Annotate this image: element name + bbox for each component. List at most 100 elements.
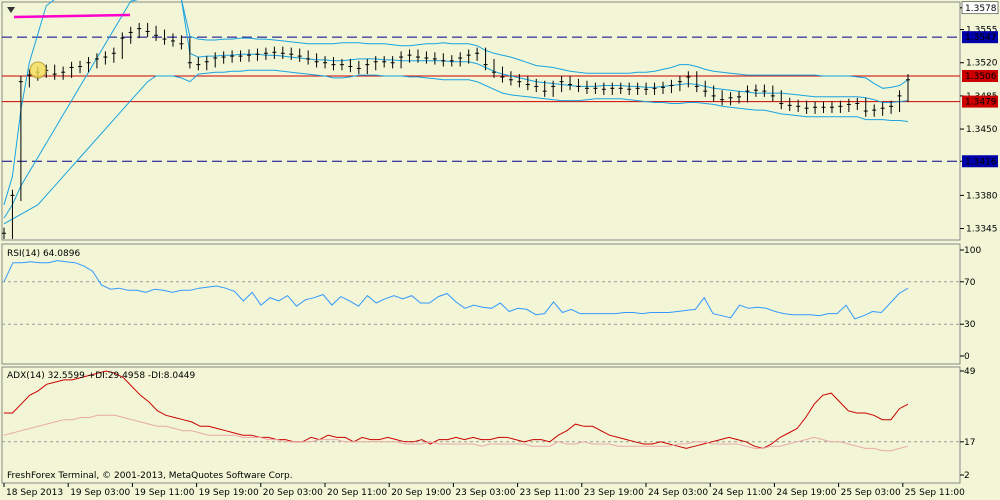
candle bbox=[863, 97, 868, 117]
bollinger-upper-line bbox=[3, 0, 909, 205]
candle bbox=[517, 74, 522, 88]
candle bbox=[711, 85, 716, 102]
candle bbox=[880, 102, 885, 116]
candle bbox=[737, 91, 742, 104]
time-tick-label: 24 Sep 19:00 bbox=[776, 488, 836, 498]
candle bbox=[551, 80, 556, 97]
time-tick-label: 25 Sep 03:00 bbox=[841, 488, 901, 498]
price-tag-2: 1.3506 bbox=[962, 70, 998, 82]
candle bbox=[889, 100, 894, 114]
candle bbox=[559, 76, 564, 93]
candle bbox=[382, 56, 387, 68]
candle bbox=[331, 57, 336, 71]
candle bbox=[415, 49, 420, 63]
rsi-axis: 100 70 30 0 bbox=[960, 246, 981, 362]
rsi-tick-label: 100 bbox=[964, 246, 981, 256]
time-tick-label: 18 Sep 2013 bbox=[6, 488, 63, 498]
rsi-line bbox=[3, 260, 909, 320]
time-tick-label: 19 Sep 03:00 bbox=[70, 488, 130, 498]
bollinger-lower-line bbox=[3, 69, 909, 225]
time-tick-label: 23 Sep 11:00 bbox=[520, 488, 580, 498]
footer-copyright: FreshForex Terminal, © 2001-2013, MetaQu… bbox=[7, 471, 293, 481]
candle bbox=[373, 56, 378, 71]
time-tick-label: 24 Sep 03:00 bbox=[648, 488, 708, 498]
adx-pane-frame bbox=[1, 366, 961, 484]
candle bbox=[694, 71, 699, 93]
candle bbox=[500, 66, 505, 83]
candle bbox=[162, 29, 167, 45]
candle bbox=[601, 82, 606, 95]
candle bbox=[238, 50, 243, 62]
adx-lines bbox=[3, 370, 909, 452]
time-tick-label: 20 Sep 19:00 bbox=[391, 488, 451, 498]
candle bbox=[906, 74, 910, 102]
price-tag-label: 1.3506 bbox=[965, 72, 997, 82]
adx-axis: 49 17 2 bbox=[960, 367, 976, 481]
bollinger-middle-line bbox=[3, 0, 909, 219]
candle bbox=[821, 101, 826, 113]
candle bbox=[829, 101, 834, 113]
candle bbox=[204, 56, 209, 71]
price-tag-label: 1.3547 bbox=[965, 33, 997, 43]
candle bbox=[390, 56, 395, 69]
rsi-series bbox=[3, 260, 909, 320]
candle bbox=[18, 76, 23, 202]
candle bbox=[846, 98, 851, 112]
rsi-tick-label: 30 bbox=[964, 320, 976, 330]
candle bbox=[306, 50, 311, 65]
candle bbox=[669, 79, 674, 94]
rsi-tick-label: 0 bbox=[964, 352, 970, 362]
candle bbox=[677, 76, 682, 92]
candle bbox=[449, 55, 454, 67]
candle bbox=[618, 82, 623, 94]
candle bbox=[399, 51, 404, 69]
candle bbox=[745, 85, 750, 103]
candle bbox=[770, 85, 775, 102]
time-tick-label: 23 Sep 03:00 bbox=[455, 488, 515, 498]
candle bbox=[492, 58, 497, 78]
adx-label: ADX(14) 32.5599 +DI:29.4958 -DI:8.0449 bbox=[7, 371, 196, 381]
candle bbox=[897, 90, 902, 112]
candle bbox=[86, 57, 91, 73]
candle bbox=[542, 80, 547, 97]
price-tick-label: 1.3345 bbox=[966, 225, 998, 235]
candle bbox=[263, 47, 268, 60]
candle bbox=[534, 78, 539, 93]
candle bbox=[872, 104, 877, 117]
price-tick-label: 1.3380 bbox=[966, 191, 998, 201]
candle bbox=[838, 100, 843, 113]
price-tag-label: 1.3479 bbox=[965, 98, 997, 108]
candle bbox=[196, 57, 201, 71]
candle bbox=[145, 22, 150, 38]
time-tick-label: 19 Sep 11:00 bbox=[134, 488, 194, 498]
candle bbox=[728, 92, 733, 106]
magenta-level-line bbox=[13, 13, 131, 19]
candle bbox=[813, 101, 818, 114]
candle bbox=[610, 82, 615, 95]
candle bbox=[297, 48, 302, 62]
candle bbox=[247, 49, 252, 62]
candle bbox=[221, 51, 226, 64]
candle bbox=[154, 25, 159, 41]
candle bbox=[128, 26, 133, 44]
time-tick-label: 24 Sep 11:00 bbox=[712, 488, 772, 498]
candle bbox=[61, 66, 66, 80]
candle bbox=[103, 51, 108, 65]
price-pane-frame bbox=[1, 1, 961, 241]
candle bbox=[660, 81, 665, 94]
candle bbox=[213, 52, 218, 68]
price-tag-4: 1.3416 bbox=[962, 155, 998, 168]
candle bbox=[424, 51, 429, 64]
candle bbox=[762, 84, 767, 97]
candle bbox=[94, 53, 99, 69]
candle bbox=[525, 76, 530, 91]
candle bbox=[230, 50, 235, 63]
candle bbox=[179, 35, 184, 50]
candle bbox=[753, 84, 758, 97]
candle bbox=[289, 47, 294, 60]
candle bbox=[593, 82, 598, 94]
price-tag-1: 1.3547 bbox=[962, 31, 998, 44]
price-tick-label: 1.3450 bbox=[966, 125, 998, 135]
candle bbox=[576, 78, 581, 93]
candlestick-series bbox=[2, 22, 910, 239]
